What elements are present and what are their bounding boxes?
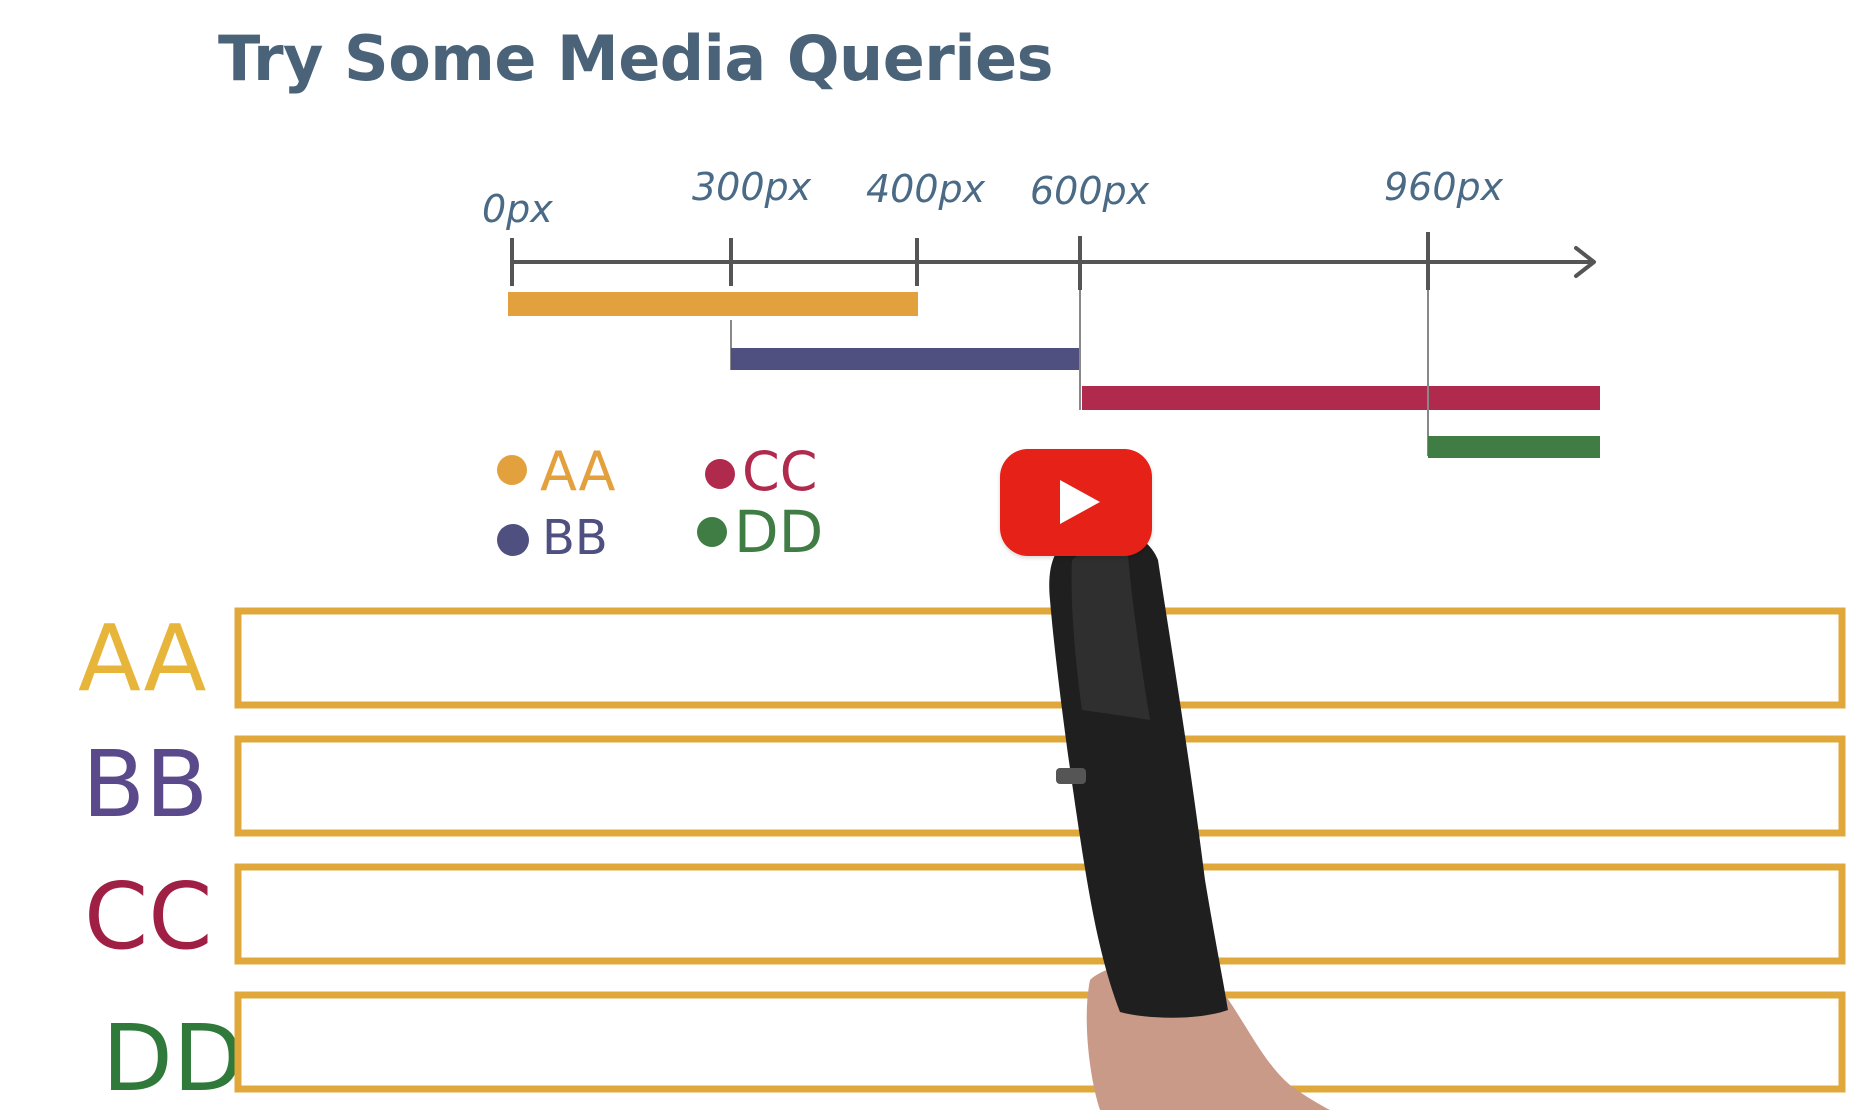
pen-hand-illustration — [1049, 529, 1330, 1110]
range-bar-cc — [1082, 386, 1600, 410]
row-label-dd: DD — [102, 1005, 244, 1110]
legend-label-cc: CC — [742, 440, 817, 503]
answer-box-cc — [234, 863, 1846, 965]
legend-dot-dd — [697, 517, 727, 547]
answer-box-dd — [234, 991, 1846, 1093]
range-bar-bb — [731, 348, 1081, 370]
range-bars — [508, 290, 1600, 458]
answer-rows: AA BB CC DD — [78, 605, 1846, 1110]
range-bar-dd — [1428, 436, 1600, 458]
page-title: Try Some Media Queries — [218, 22, 1054, 95]
timeline-axis — [510, 232, 1596, 290]
row-label-bb: BB — [82, 731, 208, 838]
tick-label-400: 400px — [866, 167, 986, 211]
tick-label-300: 300px — [692, 165, 812, 209]
legend-dot-cc — [705, 459, 735, 489]
answer-box-aa — [234, 607, 1846, 709]
tick-label-600: 600px — [1030, 169, 1150, 213]
legend-dot-aa — [497, 455, 527, 485]
tick-label-0: 0px — [482, 187, 553, 231]
legend-label-bb: BB — [542, 510, 608, 566]
legend-dot-bb — [497, 524, 529, 556]
legend-label-aa: AA — [540, 440, 615, 503]
row-label-cc: CC — [84, 863, 212, 970]
range-bar-aa — [508, 292, 918, 316]
answer-box-bb — [234, 735, 1846, 837]
legend: AA CC BB DD — [497, 440, 823, 566]
video-play-button[interactable] — [1000, 449, 1152, 556]
tick-label-960: 960px — [1384, 165, 1504, 209]
play-icon — [1060, 480, 1100, 524]
legend-label-dd: DD — [734, 498, 823, 566]
row-label-aa: AA — [78, 605, 206, 712]
